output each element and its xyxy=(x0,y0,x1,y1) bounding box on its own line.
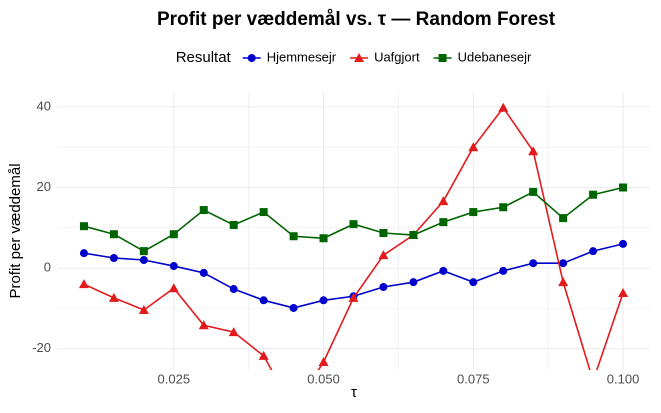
marker xyxy=(109,230,118,239)
marker xyxy=(349,220,358,229)
marker xyxy=(169,230,178,239)
legend-item: Hjemmesejr xyxy=(242,49,337,64)
marker xyxy=(438,196,449,206)
x-tick-label: 0.025 xyxy=(158,371,191,386)
legend-title: Resultat xyxy=(176,49,232,66)
marker xyxy=(168,283,179,293)
marker xyxy=(229,285,238,294)
marker xyxy=(228,327,239,337)
marker xyxy=(619,183,628,192)
marker xyxy=(259,296,268,305)
marker xyxy=(138,304,149,314)
marker xyxy=(169,262,178,271)
marker xyxy=(139,247,148,256)
legend-label: Hjemmesejr xyxy=(267,49,337,64)
y-tick-label: 20 xyxy=(37,179,51,194)
plot-area xyxy=(78,102,629,408)
legend-label: Uafgjort xyxy=(374,49,420,64)
marker xyxy=(499,203,508,212)
marker xyxy=(78,279,89,289)
marker xyxy=(439,218,448,227)
x-tick-label: 0.075 xyxy=(457,371,490,386)
marker xyxy=(319,296,328,305)
marker xyxy=(319,234,328,243)
marker xyxy=(139,256,148,265)
marker xyxy=(529,259,538,268)
marker xyxy=(229,220,238,229)
x-axis-title: τ xyxy=(351,384,357,401)
chart-title: Profit per væddemål vs. τ — Random Fores… xyxy=(157,9,556,30)
marker xyxy=(469,208,478,217)
marker xyxy=(469,278,478,287)
marker xyxy=(558,277,569,287)
marker xyxy=(528,146,539,156)
marker xyxy=(439,266,448,275)
series-line xyxy=(83,186,624,253)
legend: Resultat Hjemmesejr Uafgjort Udebanesejr xyxy=(176,49,532,66)
marker xyxy=(498,102,509,112)
marker xyxy=(289,404,299,408)
y-axis-title: Profit per væddemål xyxy=(7,163,24,298)
marker xyxy=(289,232,298,241)
x-tick-label: 0.050 xyxy=(307,371,340,386)
marker xyxy=(559,259,568,268)
marker xyxy=(378,250,389,260)
marker xyxy=(618,288,629,298)
y-tick-label: 0 xyxy=(44,260,51,275)
marker xyxy=(499,266,508,275)
marker xyxy=(409,231,418,240)
marker xyxy=(348,292,359,302)
marker xyxy=(247,54,256,62)
legend-label: Udebanesejr xyxy=(458,49,532,64)
marker xyxy=(258,350,269,360)
marker xyxy=(468,142,479,152)
marker xyxy=(379,283,388,292)
marker xyxy=(619,239,628,248)
marker xyxy=(318,356,329,366)
marker xyxy=(199,206,208,215)
y-tick-label: 40 xyxy=(37,98,51,113)
marker xyxy=(79,249,88,258)
marker xyxy=(589,247,598,256)
marker xyxy=(79,222,88,231)
marker xyxy=(588,376,598,385)
marker xyxy=(289,303,298,312)
marker xyxy=(108,292,119,302)
grid: -20 0 20 40 0.025 0.050 0.075 0.100 xyxy=(32,92,650,386)
legend-item: Udebanesejr xyxy=(433,49,532,64)
series-line xyxy=(83,106,624,370)
marker xyxy=(589,190,598,199)
marker xyxy=(259,208,268,217)
x-tick-label: 0.100 xyxy=(607,371,640,386)
marker xyxy=(198,320,209,330)
marker xyxy=(559,214,568,223)
marker xyxy=(409,278,418,287)
marker xyxy=(438,54,447,62)
legend-item: Uafgjort xyxy=(350,49,420,64)
marker xyxy=(199,268,208,277)
y-tick-label: -20 xyxy=(32,340,51,355)
marker xyxy=(379,229,388,238)
marker xyxy=(354,53,365,62)
marker xyxy=(109,253,118,262)
marker xyxy=(529,187,538,196)
